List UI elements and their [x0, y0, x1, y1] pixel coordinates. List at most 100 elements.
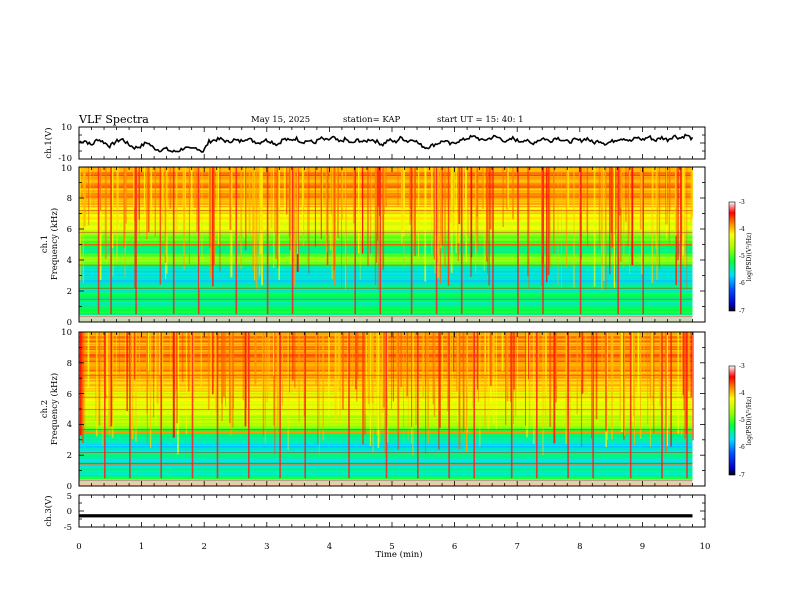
- spectrogram-streak: [115, 332, 117, 387]
- spectrogram-row: [79, 219, 693, 221]
- spectrogram-streak: [593, 167, 596, 287]
- spectrogram-streak: [320, 167, 322, 240]
- spectrogram-impulse: [473, 332, 475, 479]
- spectrogram-streak: [341, 167, 344, 220]
- ch2-freq-tick-6: 6: [67, 390, 72, 400]
- spectrogram-streak: [579, 167, 580, 246]
- spectrogram-streak: [84, 332, 86, 434]
- spectrogram-impulse: [579, 167, 582, 315]
- spectrogram-streak: [182, 332, 184, 382]
- spectrogram-streak: [682, 332, 684, 396]
- spectrogram-streak: [585, 332, 587, 395]
- ch2-cbar-tick-m5: -5: [739, 417, 745, 424]
- spectrogram-streak: [433, 167, 435, 260]
- spectrogram-impulse: [592, 332, 594, 479]
- spectrogram-streak: [159, 332, 161, 376]
- time-tick-label: 6: [452, 542, 457, 552]
- spectrogram-row: [79, 252, 693, 255]
- spectrogram-streak: [248, 167, 251, 235]
- spectrogram-streak: [467, 167, 469, 237]
- spectrogram-streak: [557, 167, 559, 286]
- spectrogram-row: [79, 281, 693, 283]
- spectrogram-streak: [655, 167, 657, 250]
- spectrogram-streak: [541, 167, 543, 286]
- time-tick-label: 3: [264, 542, 269, 552]
- spectrogram-streak: [243, 167, 245, 238]
- spectrogram-streak: [573, 167, 575, 288]
- spectrogram-streak: [658, 167, 661, 270]
- spectrogram-streak: [352, 167, 355, 224]
- spectrogram-streak: [514, 332, 517, 418]
- spectrogram-row: [79, 278, 693, 281]
- spectrogram-streak: [377, 332, 380, 448]
- spectrogram-streak: [210, 167, 212, 278]
- ch1-spectrogram-panel: 0 2 4 6 8 10 ch.1 Frequency (kHz) -3 -4 …: [40, 164, 753, 328]
- spectrogram-row: [79, 234, 693, 237]
- spectrogram-streak: [486, 167, 488, 262]
- ch2-cbar-label: log(PSD)(V²/Hz): [746, 397, 753, 446]
- spectrogram-streak: [377, 167, 380, 207]
- spectrogram-streak: [639, 167, 642, 230]
- spectrogram-streak: [677, 167, 679, 261]
- spectrogram-streak: [192, 332, 195, 390]
- spectrogram-streak: [164, 167, 167, 263]
- spectrogram-streak: [545, 332, 547, 410]
- spectrogram-row: [79, 304, 693, 307]
- spectrogram-streak: [491, 332, 494, 378]
- spectrogram-row: [79, 225, 693, 227]
- spectrogram-streak: [381, 332, 384, 413]
- spectrogram-tone-line: [79, 396, 693, 398]
- spectrogram-streak: [289, 167, 291, 251]
- spectrogram-row: [79, 263, 693, 265]
- spectrogram-streak: [330, 167, 332, 215]
- ch2-cbar-tick-m3: -3: [739, 363, 745, 370]
- spectrogram-streak: [418, 167, 419, 258]
- ch1-cbar-tick-m7: -7: [739, 308, 745, 315]
- spectrogram-streak: [475, 167, 477, 274]
- spectrogram-streak: [690, 332, 693, 397]
- spectrogram-tone-line: [79, 375, 693, 376]
- recording-date: May 15, 2025: [251, 115, 310, 125]
- spectrogram-streak: [605, 332, 607, 432]
- spectrogram-streak: [402, 167, 405, 237]
- spectrogram-streak: [512, 167, 514, 220]
- ch1-cbar-tick-m3: -3: [739, 199, 745, 206]
- ch3-waveform-trace: [79, 514, 693, 518]
- spectrogram-streak: [185, 332, 187, 434]
- spectrogram-streak: [634, 332, 635, 445]
- ch2-spectrogram-heatmap: [79, 332, 694, 486]
- spectrogram-streak: [619, 167, 621, 282]
- spectrogram-streak: [424, 167, 427, 282]
- spectrogram-row: [79, 294, 693, 296]
- spectrogram-streak: [601, 332, 603, 377]
- ch1-waveform-ylabel: ch.1(V): [43, 127, 54, 158]
- spectrogram-streak: [331, 167, 333, 279]
- spectrogram-streak: [476, 167, 478, 217]
- spectrogram-streak: [365, 332, 368, 415]
- spectrogram-streak: [456, 332, 458, 392]
- spectrogram-tone-line: [79, 462, 693, 464]
- spectrogram-row: [79, 250, 693, 252]
- spectrogram-streak: [286, 167, 288, 215]
- spectrogram-streak: [242, 332, 244, 401]
- spectrogram-streak: [682, 167, 684, 258]
- spectrogram-streak: [326, 167, 328, 267]
- spectrogram-streak: [437, 167, 439, 279]
- spectrogram-row: [79, 285, 693, 287]
- spectrogram-tone-line: [79, 429, 693, 430]
- spectrogram-streak: [476, 332, 479, 390]
- spectrogram-streak: [528, 332, 529, 380]
- spectrogram-tone-line: [79, 244, 693, 246]
- spectrogram-streak: [223, 332, 225, 397]
- ch1-ytick-bottom: -10: [58, 154, 72, 164]
- spectrogram-streak: [355, 332, 357, 390]
- spectrogram-streak: [362, 332, 364, 445]
- spectrogram-streak: [376, 167, 378, 263]
- spectrogram-impulse: [160, 332, 162, 479]
- spectrogram-streak: [264, 332, 266, 444]
- spectrogram-streak: [610, 167, 613, 233]
- spectrogram-streak: [172, 332, 175, 438]
- spectrogram-streak: [615, 167, 617, 230]
- spectrogram-streak: [254, 167, 256, 281]
- chart-title: VLF Spectra: [78, 113, 149, 126]
